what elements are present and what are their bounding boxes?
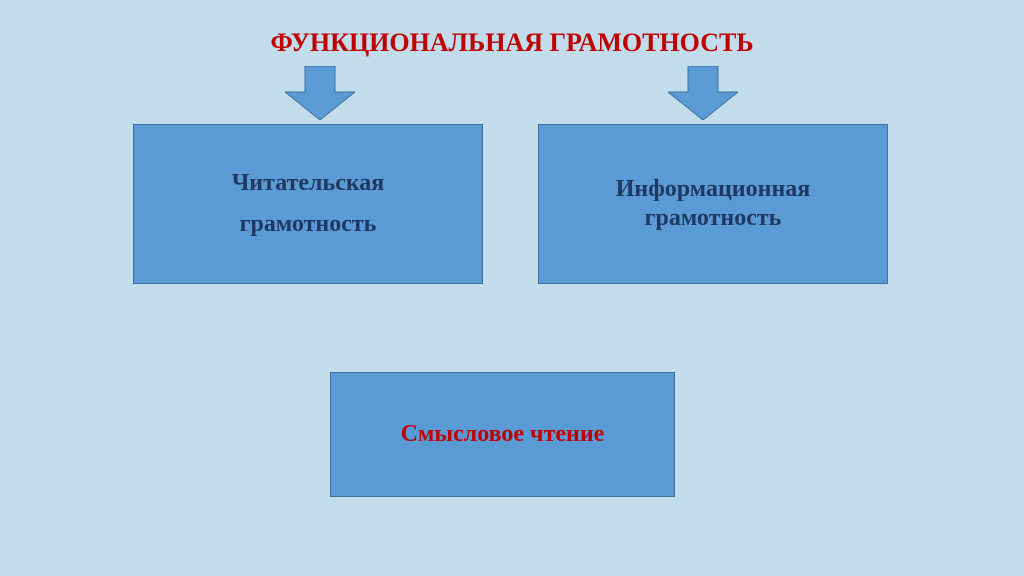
box-bottom-line1: Смысловое чтение — [401, 421, 605, 448]
box-left: Читательская грамотность — [133, 124, 483, 284]
box-left-line1: Читательская — [232, 170, 385, 197]
arrow-down-icon — [668, 66, 738, 120]
arrow-down-icon — [285, 66, 355, 120]
diagram-title: ФУНКЦИОНАЛЬНАЯ ГРАМОТНОСТЬ — [0, 28, 1024, 58]
box-right-line2: грамотность — [645, 205, 782, 232]
box-right-line1: Информационная — [616, 176, 811, 203]
arrow-right — [668, 66, 738, 120]
box-left-line2: грамотность — [240, 211, 377, 238]
title-text: ФУНКЦИОНАЛЬНАЯ ГРАМОТНОСТЬ — [270, 28, 753, 57]
box-bottom: Смысловое чтение — [330, 372, 675, 497]
box-right: Информационная грамотность — [538, 124, 888, 284]
diagram-canvas: ФУНКЦИОНАЛЬНАЯ ГРАМОТНОСТЬ Читательская … — [0, 0, 1024, 576]
arrow-left — [285, 66, 355, 120]
